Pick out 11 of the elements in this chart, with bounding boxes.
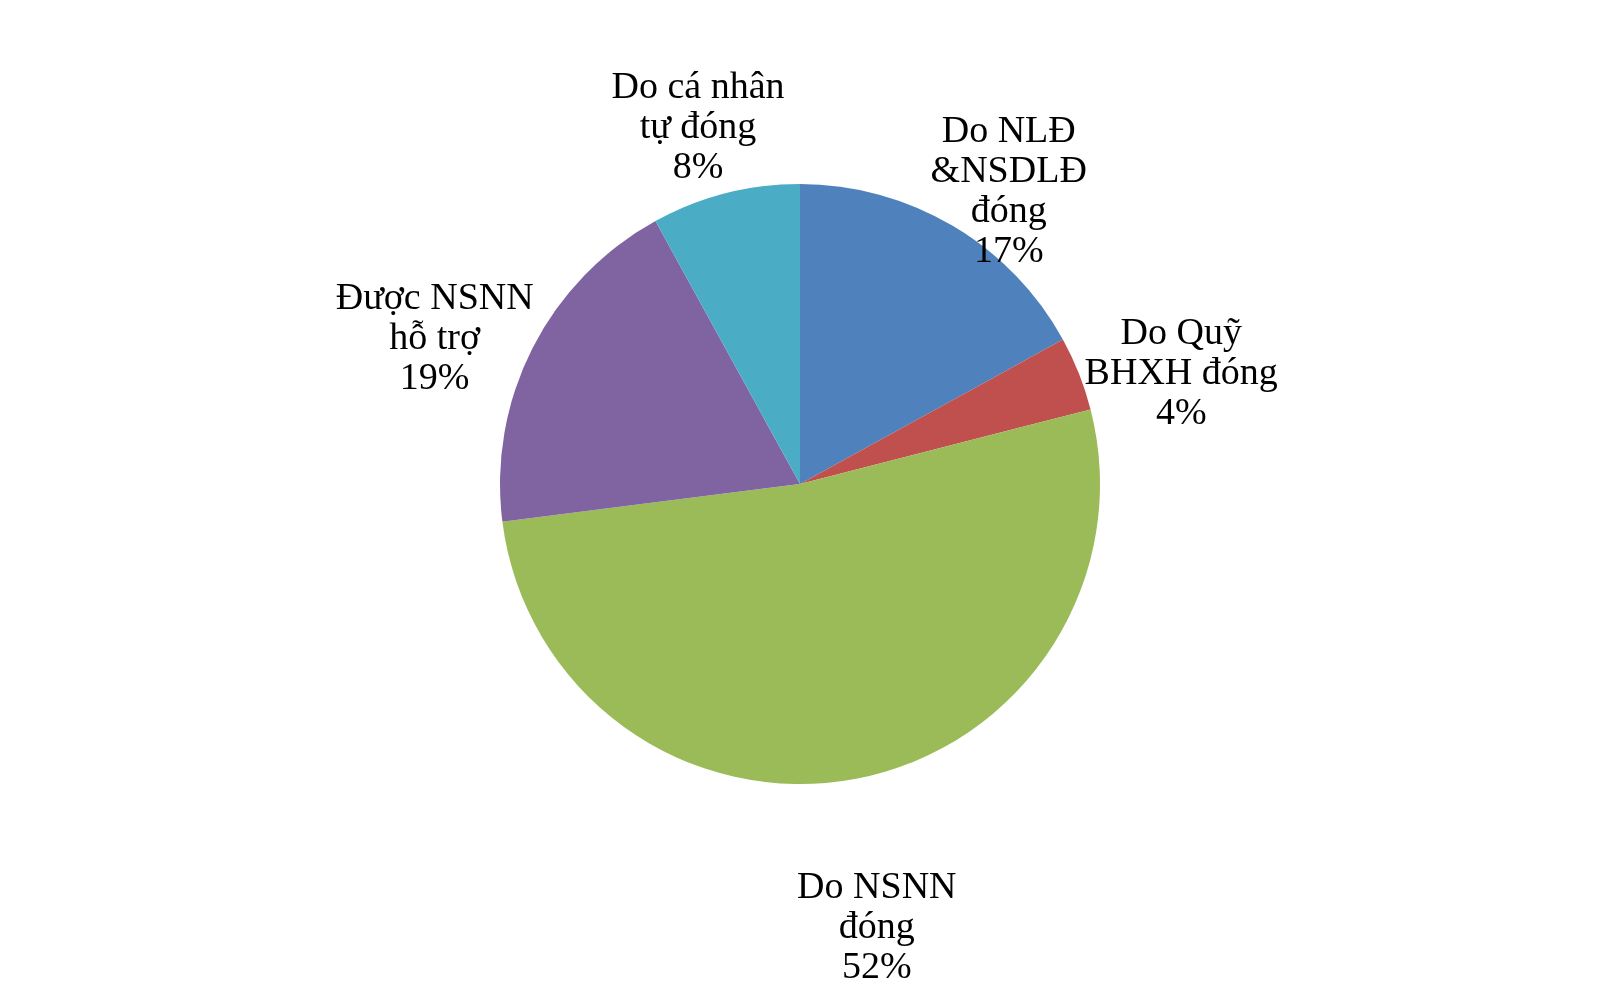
pie-slice <box>655 184 800 484</box>
slice-label: Do NLĐ &NSDLĐ đóng <box>930 108 1087 231</box>
slice-label: Do Quỹ BHXH đóng <box>1084 310 1278 393</box>
slice-label: Do NSNN đóng <box>797 863 957 946</box>
pie-slice <box>800 184 1063 484</box>
data-label: 8% <box>672 143 724 186</box>
pie-slice <box>502 409 1100 784</box>
data-label: 19% <box>399 354 470 397</box>
data-label: 4% <box>1155 390 1207 433</box>
slice-label: Được NSNN hỗ trợ <box>335 274 534 357</box>
slice-label: Do cá nhân tự đóng <box>611 63 785 146</box>
